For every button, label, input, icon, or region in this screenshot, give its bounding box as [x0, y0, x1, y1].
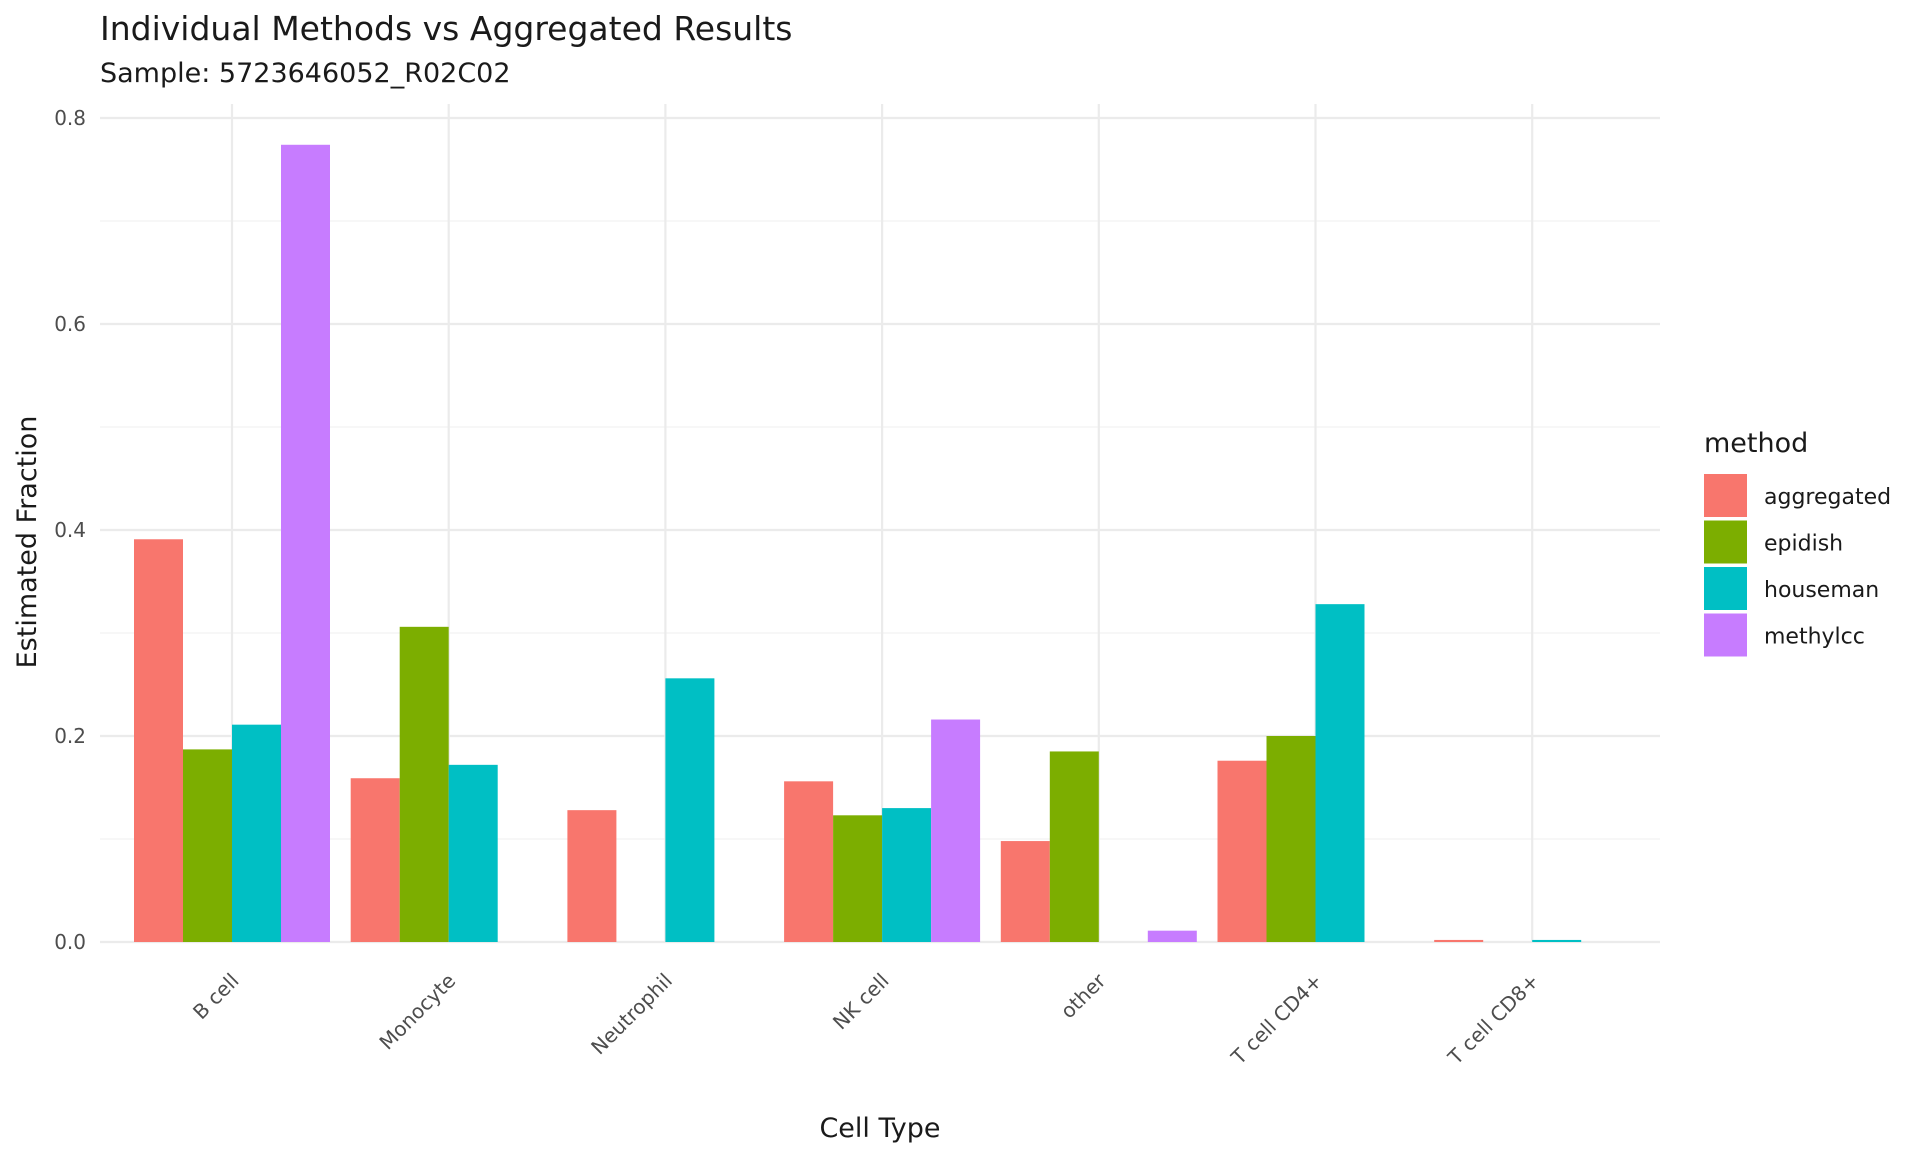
- y-tick-label: 0.0: [54, 930, 86, 954]
- legend-key-methylcc: [1704, 613, 1747, 657]
- bar-aggregated-4: [1000, 841, 1050, 942]
- y-axis-ticks: 0.0 0.2 0.4 0.6 0.8: [54, 106, 86, 954]
- y-tick-label: 0.8: [54, 106, 86, 130]
- legend-key-aggregated: [1704, 474, 1747, 517]
- bar-methylcc-4: [1147, 930, 1197, 942]
- x-tick-label: T cell CD8+: [1442, 969, 1543, 1070]
- bar-aggregated-5: [1217, 760, 1267, 942]
- legend-label-aggregated: aggregated: [1764, 485, 1891, 510]
- x-tick-label: Monocyte: [374, 969, 460, 1055]
- x-tick-label: Neutrophil: [586, 969, 677, 1060]
- legend-title: method: [1704, 428, 1808, 459]
- bar-epidish-1: [399, 626, 449, 942]
- x-axis-ticks: B cell Monocyte Neutrophil NK cell other T ce…: [188, 968, 1544, 1070]
- legend-label-methylcc: methylcc: [1764, 625, 1865, 650]
- x-tick-label: B cell: [188, 969, 244, 1025]
- x-tick-label: NK cell: [828, 969, 894, 1035]
- bar-methylcc-3: [931, 719, 981, 942]
- legend: method aggregated epidish houseman methylcc: [1704, 428, 1891, 657]
- y-tick-label: 0.6: [54, 312, 86, 336]
- y-tick-label: 0.4: [54, 518, 86, 542]
- legend-key-houseman: [1704, 567, 1747, 610]
- bar-aggregated-0: [134, 539, 183, 942]
- x-tick-label: other: [1056, 968, 1111, 1023]
- x-axis-title: Cell Type: [819, 1113, 940, 1144]
- bar-houseman-3: [882, 808, 932, 942]
- legend-key-epidish: [1704, 520, 1747, 564]
- bar-aggregated-3: [784, 781, 834, 942]
- bar-aggregated-1: [350, 778, 400, 942]
- bar-houseman-2: [665, 678, 715, 942]
- x-tick-label: T cell CD4+: [1226, 969, 1327, 1070]
- bar-aggregated-2: [567, 810, 617, 942]
- chart-subtitle: Sample: 5723646052_R02C02: [100, 58, 511, 89]
- bar-epidish-5: [1266, 736, 1316, 942]
- legend-label-houseman: houseman: [1764, 578, 1879, 603]
- legend-label-epidish: epidish: [1764, 532, 1843, 557]
- bars: [134, 144, 1582, 942]
- bar-houseman-6: [1532, 939, 1582, 942]
- bar-methylcc-0: [281, 144, 330, 942]
- bar-houseman-5: [1315, 604, 1365, 942]
- y-tick-label: 0.2: [54, 724, 86, 748]
- y-axis-title: Estimated Fraction: [12, 416, 43, 669]
- bar-houseman-1: [448, 764, 498, 942]
- chart-title: Individual Methods vs Aggregated Results: [100, 9, 792, 48]
- bar-epidish-3: [833, 815, 883, 942]
- bar-houseman-0: [232, 724, 281, 942]
- bar-epidish-4: [1049, 751, 1099, 942]
- bar-aggregated-6: [1434, 939, 1484, 942]
- bar-epidish-0: [183, 749, 232, 942]
